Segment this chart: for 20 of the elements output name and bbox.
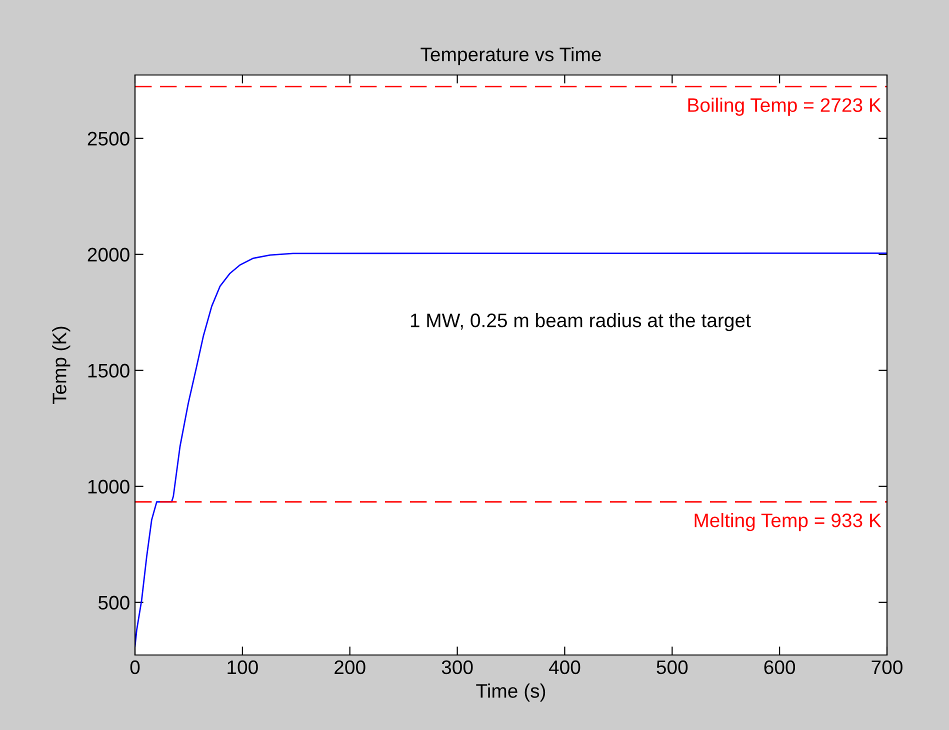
- y-tick-label: 1000: [88, 480, 130, 494]
- y-tick-label: 1500: [88, 364, 130, 378]
- y-tick-label: 500: [98, 596, 130, 610]
- x-tick-label: 500: [656, 660, 688, 674]
- x-axis-title: Time (s): [476, 684, 546, 702]
- line-series: [135, 252, 887, 648]
- x-tick-label: 400: [548, 660, 580, 674]
- annotation: 1 MW, 0.25 m beam radius at the target: [410, 313, 751, 332]
- x-tick-label: 300: [442, 660, 473, 674]
- chart-title: Temperature vs Time: [420, 47, 601, 66]
- y-tick-label: 2000: [88, 248, 130, 262]
- y-axis-title: Temp (K): [52, 326, 70, 404]
- x-tick-label: 200: [334, 660, 366, 674]
- ref-line-label: Melting Temp = 933 K: [694, 512, 882, 532]
- x-tick-label: 600: [764, 660, 796, 674]
- x-tick-label: 700: [872, 660, 902, 674]
- y-tick-label: 2500: [88, 132, 130, 146]
- x-tick-label: 100: [228, 660, 258, 674]
- ref-line-label: Boiling Temp = 2723 K: [688, 98, 882, 116]
- x-tick-label: 0: [130, 660, 140, 674]
